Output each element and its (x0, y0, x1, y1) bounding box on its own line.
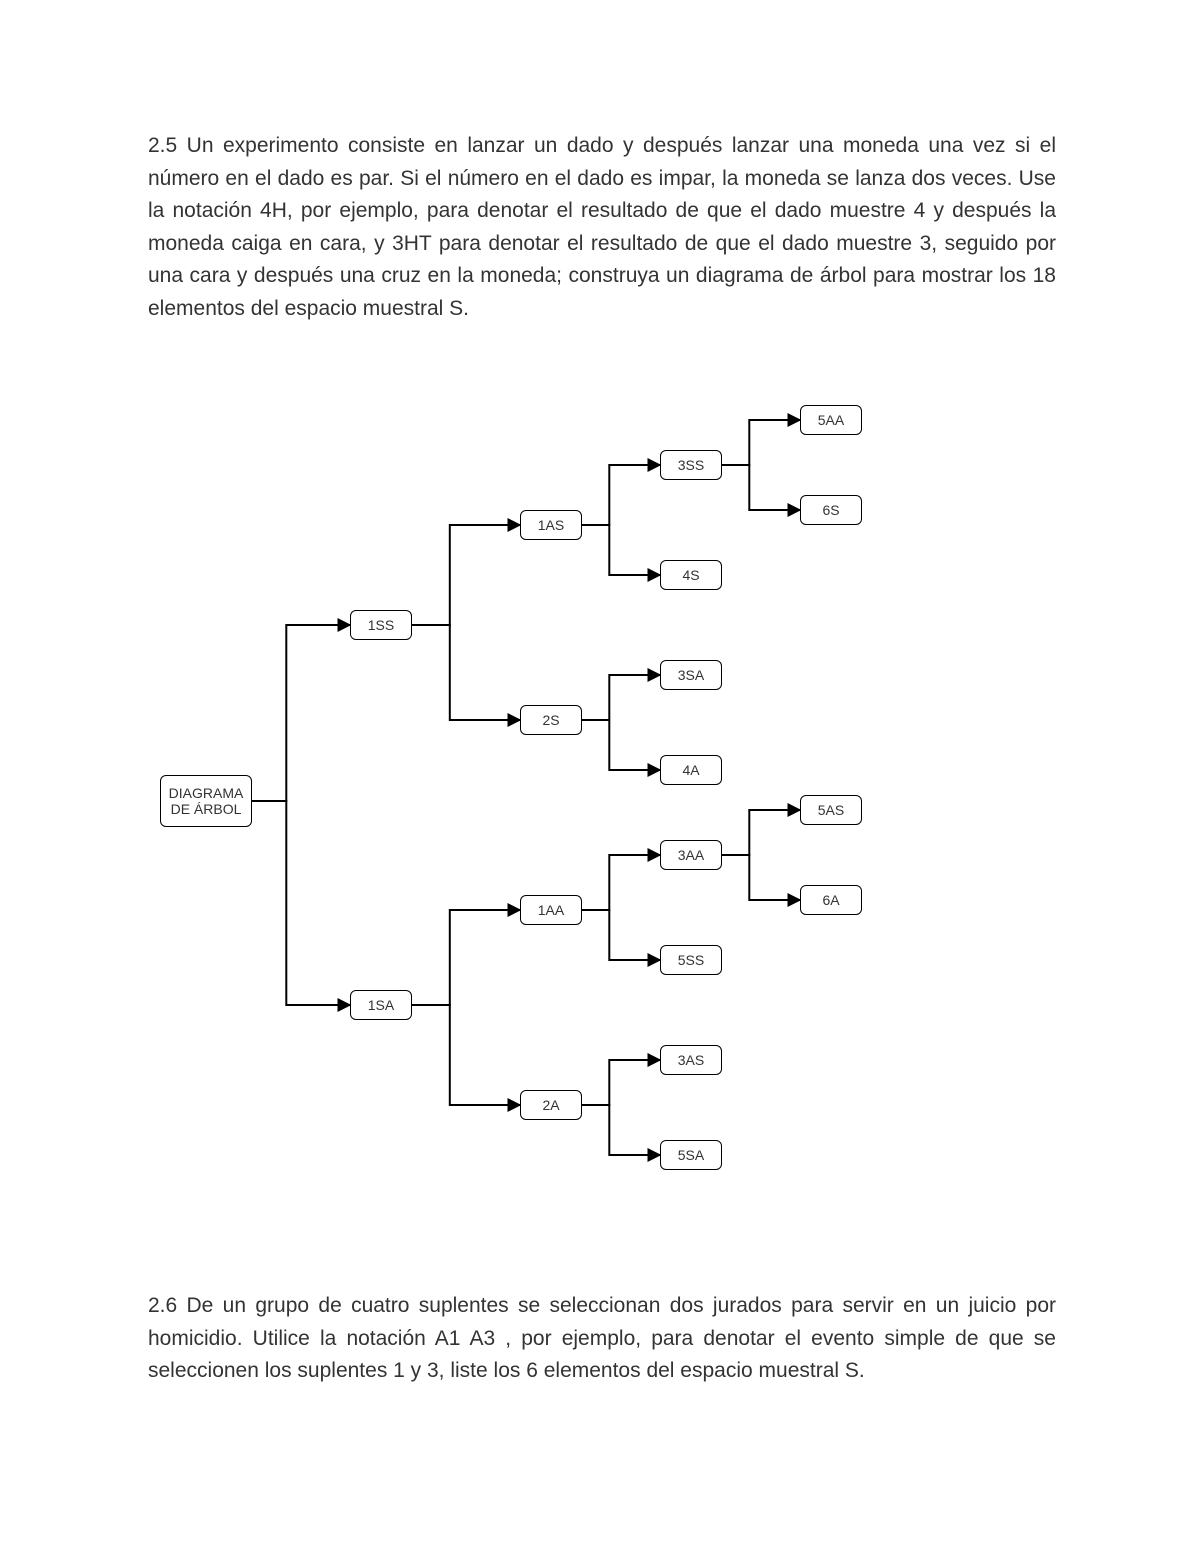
node-root: DIAGRAMADE ÁRBOL (160, 775, 252, 827)
edge-1AS-4S (582, 525, 660, 575)
edge-1AS-3SS (582, 465, 660, 525)
node-1AS: 1AS (520, 510, 582, 540)
node-5AS: 5AS (800, 795, 862, 825)
page: 2.5 Un experimento consiste en lanzar un… (0, 0, 1200, 1553)
node-1AA: 1AA (520, 895, 582, 925)
edge-1SS-1AS (412, 525, 520, 625)
node-1SA: 1SA (350, 990, 412, 1020)
edge-root-1SS (252, 625, 350, 801)
edge-2S-3SA (582, 675, 660, 720)
node-4A: 4A (660, 755, 722, 785)
node-5AA: 5AA (800, 405, 862, 435)
node-6A: 6A (800, 885, 862, 915)
node-2A: 2A (520, 1090, 582, 1120)
node-1SS: 1SS (350, 610, 412, 640)
edge-1AA-5SS (582, 910, 660, 960)
node-4S: 4S (660, 560, 722, 590)
edge-2S-4A (582, 720, 660, 770)
edge-3AA-6A (722, 855, 800, 900)
edge-1SS-2S (412, 625, 520, 720)
edge-1SA-1AA (412, 910, 520, 1005)
edge-2A-5SA (582, 1105, 660, 1155)
edge-3AA-5AS (722, 810, 800, 855)
node-5SS: 5SS (660, 945, 722, 975)
edge-root-1SA (252, 801, 350, 1005)
problem-2-6-text: 2.6 De un grupo de cuatro suplentes se s… (148, 1290, 1056, 1388)
node-6S: 6S (800, 495, 862, 525)
node-3AA: 3AA (660, 840, 722, 870)
edge-1AA-3AA (582, 855, 660, 910)
node-3AS: 3AS (660, 1045, 722, 1075)
edge-1SA-2A (412, 1005, 520, 1105)
tree-diagram: DIAGRAMADE ÁRBOL 1SS 1SA 1AS 2S 1AA 2A 3SS 4S 3SA… (150, 390, 910, 1230)
node-2S: 2S (520, 705, 582, 735)
edge-2A-3AS (582, 1060, 660, 1105)
edge-3SS-5AA (722, 420, 800, 465)
edge-3SS-6S (722, 465, 800, 510)
problem-2-5-text: 2.5 Un experimento consiste en lanzar un… (148, 130, 1056, 325)
node-3SA: 3SA (660, 660, 722, 690)
node-3SS: 3SS (660, 450, 722, 480)
node-5SA: 5SA (660, 1140, 722, 1170)
